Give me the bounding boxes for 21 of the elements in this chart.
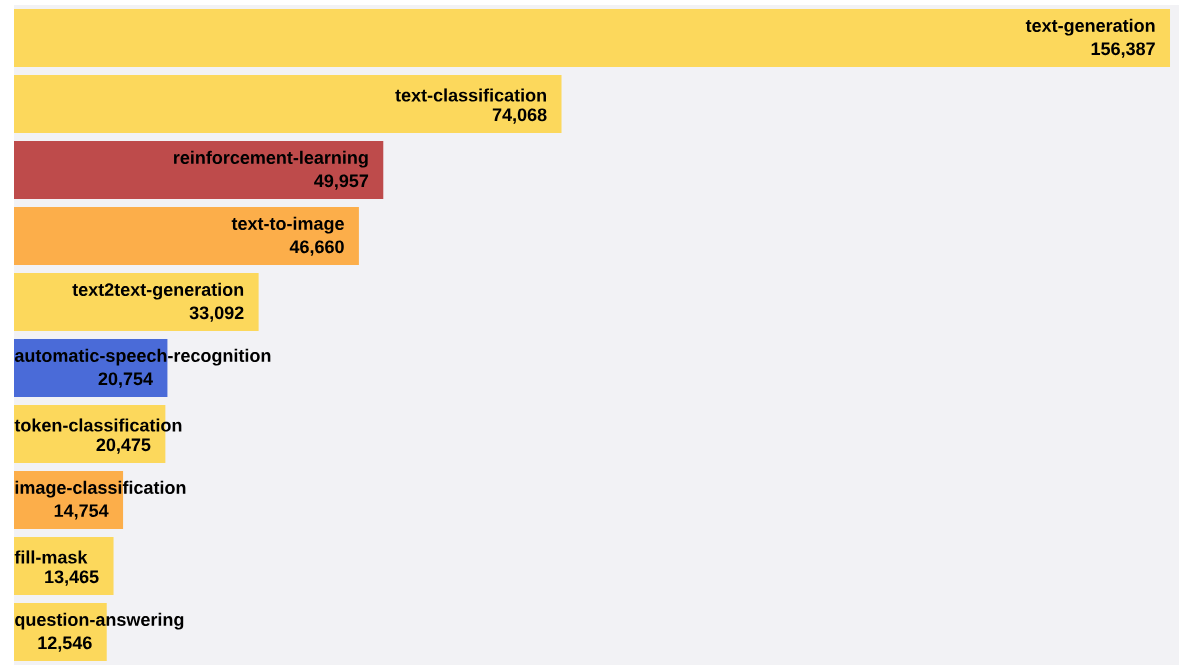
- data-label: 49,957: [314, 174, 369, 190]
- data-label: 33,092: [189, 306, 244, 322]
- y-tick-label: text2text-generation: [72, 282, 244, 300]
- data-label: 14,754: [54, 504, 109, 520]
- y-tick-label: text-to-image: [231, 216, 344, 234]
- bar: [14, 140, 384, 200]
- bar: [14, 206, 359, 266]
- data-label: 46,660: [289, 240, 344, 256]
- data-label: 20,754: [98, 372, 153, 388]
- y-tick-label: text-generation: [1025, 18, 1155, 36]
- data-label: 12,546: [38, 636, 92, 652]
- data-label: 20,475: [96, 438, 151, 454]
- bar: [14, 74, 562, 134]
- data-label: 156,387: [1091, 42, 1155, 58]
- y-tick-label: text-classification: [395, 88, 546, 102]
- y-tick-label: reinforcement-learning: [174, 150, 368, 168]
- bar: [14, 8, 1171, 68]
- bar: [14, 272, 259, 332]
- y-tick-label: fill-mask: [14, 550, 88, 564]
- data-label: 13,465: [45, 570, 99, 586]
- data-label: 74,068: [492, 108, 547, 124]
